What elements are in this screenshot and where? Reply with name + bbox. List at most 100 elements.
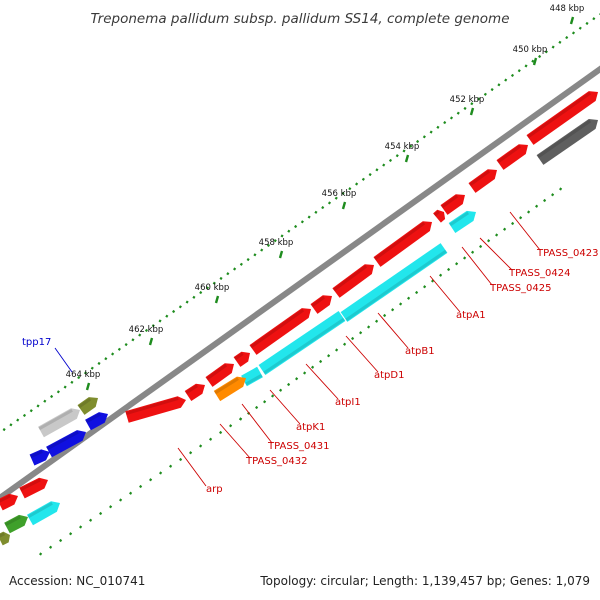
gene-shade — [19, 478, 41, 492]
gene-shade — [497, 144, 522, 164]
gene-shade — [206, 363, 228, 381]
ruler-minor-tick — [319, 359, 323, 364]
ruler-minor-tick — [70, 380, 74, 384]
gene-light[interactable] — [38, 408, 80, 438]
ruler-major-tick — [341, 201, 347, 210]
gene-label[interactable]: atpD1 — [374, 370, 404, 381]
gene-label[interactable]: TPASS_0423 — [536, 248, 598, 259]
gene-tpass-0432[interactable] — [184, 383, 205, 401]
ruler-minor-tick — [447, 267, 451, 272]
ruler-minor-tick — [144, 328, 149, 332]
ruler-minor-tick — [172, 309, 176, 314]
gene-shade — [185, 384, 198, 395]
ruler-minor-tick — [97, 361, 101, 366]
ruler-minor-tick — [327, 354, 331, 358]
ruler-minor-tick — [524, 64, 528, 68]
gene-cyan-left[interactable] — [27, 501, 60, 526]
gene-olive-edge[interactable] — [0, 531, 10, 546]
ruler-minor-tick — [199, 291, 203, 295]
gene-label[interactable]: arp — [206, 484, 223, 495]
gene-label[interactable]: atpB1 — [405, 346, 435, 357]
gene-label[interactable]: atpA1 — [456, 310, 486, 321]
ruler-minor-tick — [571, 31, 576, 35]
genome-backbone — [0, 65, 600, 502]
gene-shade — [469, 169, 491, 187]
ruler-minor-tick — [2, 427, 6, 432]
gene-olive[interactable] — [77, 397, 99, 415]
gene-blue-small[interactable] — [29, 449, 50, 466]
ruler-minor-tick — [300, 220, 304, 224]
ruler-minor-tick — [449, 116, 454, 120]
ruler-minor-tick — [490, 87, 494, 92]
gene-label[interactable]: TPASS_0432 — [245, 456, 307, 467]
gene-shade — [332, 265, 368, 292]
ruler-minor-tick — [511, 221, 515, 226]
ruler-minor-tick — [79, 525, 83, 529]
gene-label[interactable]: TPASS_0424 — [508, 268, 570, 279]
ruler-major-tick — [85, 382, 91, 391]
gene-shade — [345, 249, 447, 322]
gene-label[interactable]: TPASS_0431 — [267, 441, 329, 452]
gene-blue-right[interactable] — [85, 412, 108, 431]
gene-tpass-0425[interactable] — [468, 169, 498, 193]
gene-atpa1-small[interactable] — [440, 194, 466, 215]
ruler-minor-tick — [294, 224, 298, 229]
gene-atpa1-tip[interactable] — [433, 209, 446, 223]
ruler-minor-tick — [423, 285, 427, 289]
gene-label[interactable]: atpI1 — [335, 397, 361, 408]
gene-atpa1[interactable] — [373, 221, 433, 267]
gene-shade — [85, 412, 101, 424]
gene-tpass-0431[interactable] — [205, 363, 235, 387]
ruler-major-tick — [569, 16, 575, 25]
gene-atpi1[interactable] — [249, 308, 312, 355]
ruler-minor-tick — [551, 45, 555, 49]
gene-tpass-0424[interactable] — [496, 144, 529, 170]
ruler-minor-tick — [527, 210, 531, 214]
ruler-minor-tick — [551, 193, 555, 197]
ruler-minor-tick — [348, 187, 352, 191]
gene-atpi1-reverse[interactable] — [258, 311, 346, 375]
gene-arp[interactable] — [125, 396, 186, 423]
ruler-minor-tick — [271, 394, 275, 398]
ruler-minor-tick — [119, 498, 123, 502]
ruler-minor-tick — [89, 518, 93, 522]
gene-label[interactable]: TPASS_0425 — [489, 283, 551, 294]
gene-label[interactable]: atpK1 — [296, 422, 325, 433]
ruler-minor-tick — [287, 229, 291, 233]
ruler-minor-tick — [158, 319, 162, 323]
gene-atpb1[interactable] — [332, 264, 374, 298]
ruler-minor-tick — [159, 471, 163, 475]
ruler-minor-tick — [343, 342, 347, 346]
ruler-minor-tick — [99, 511, 103, 516]
gene-red-edge[interactable] — [0, 493, 18, 511]
gene-label[interactable]: tpp17 — [22, 337, 51, 348]
ruler-minor-tick — [544, 50, 548, 54]
gene-shade — [449, 211, 470, 227]
gene-red-left[interactable] — [19, 477, 48, 499]
ruler-minor-tick — [367, 325, 371, 329]
gene-atpk1[interactable] — [233, 351, 250, 367]
ruler-minor-tick — [382, 163, 386, 167]
ruler-minor-tick — [388, 158, 393, 162]
gene-tpp17[interactable] — [46, 430, 86, 458]
gene-orange[interactable] — [213, 376, 246, 402]
ruler-kbp-label: 452 kbp — [450, 95, 485, 105]
ruler-minor-tick — [239, 417, 243, 421]
ruler-minor-tick — [535, 204, 539, 208]
gene-shade — [527, 91, 592, 139]
gene-green[interactable] — [4, 514, 28, 534]
ruler-minor-tick — [56, 390, 60, 394]
gene-tpass-0425-reverse[interactable] — [448, 210, 476, 233]
gene-tpass-0423[interactable] — [526, 91, 599, 145]
ruler-minor-tick — [9, 423, 13, 427]
ruler-minor-tick — [219, 430, 223, 435]
gene-dark-upper[interactable] — [536, 119, 598, 165]
ruler-minor-tick — [192, 295, 196, 299]
gene-atpd1-reverse[interactable] — [340, 243, 448, 322]
gene-atpd1[interactable] — [310, 295, 333, 314]
ruler-minor-tick — [463, 256, 467, 260]
gene-atpk1-reverse[interactable] — [241, 366, 263, 387]
ruler-minor-tick — [104, 357, 108, 361]
ruler-minor-tick — [415, 290, 419, 295]
ruler-minor-tick — [129, 491, 133, 495]
